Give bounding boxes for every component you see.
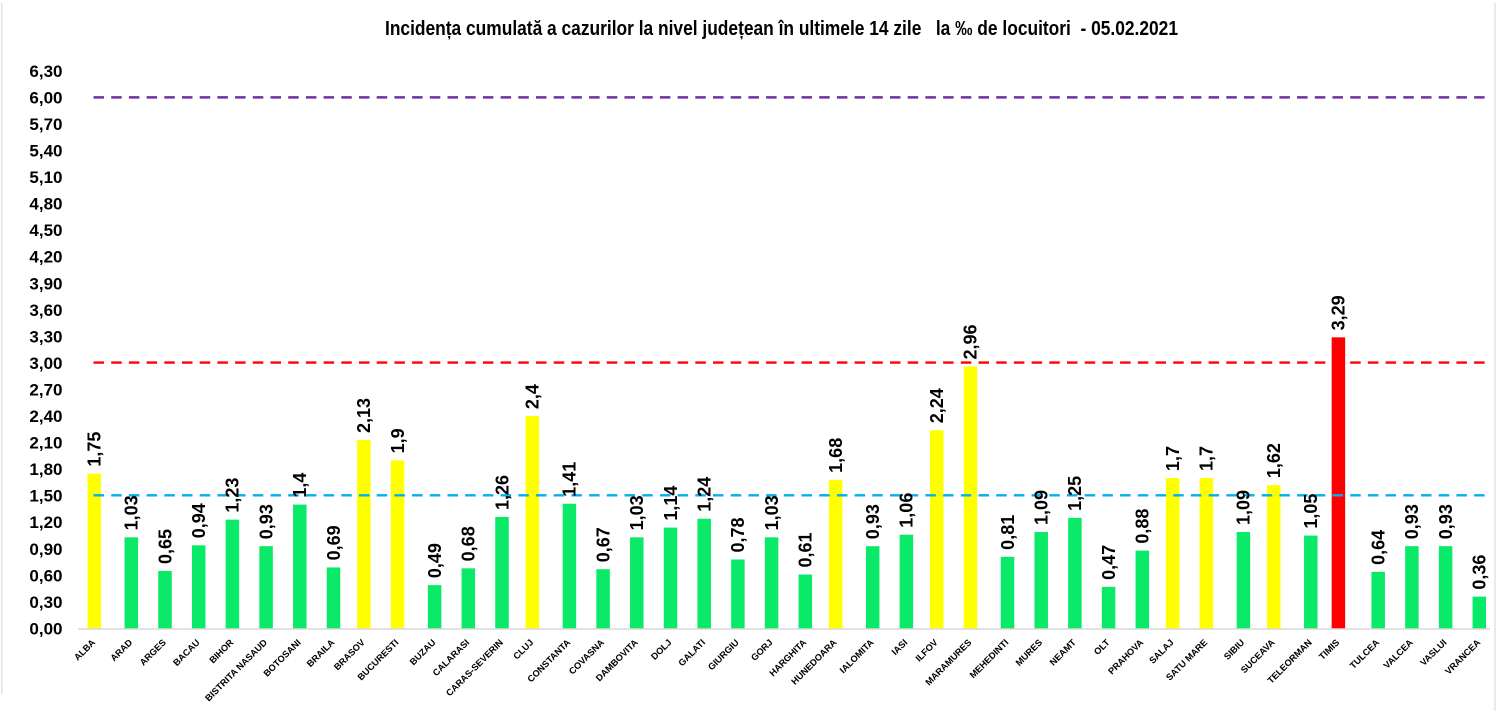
svg-text:1,03: 1,03 — [122, 495, 142, 530]
svg-text:1,06: 1,06 — [897, 493, 917, 528]
svg-text:0,65: 0,65 — [155, 529, 175, 564]
svg-text:1,80: 1,80 — [29, 460, 62, 479]
svg-text:5,40: 5,40 — [29, 142, 62, 161]
svg-text:Incidența cumulată a cazurilor: Incidența cumulată a cazurilor la nivel … — [385, 18, 1178, 40]
svg-text:1,14: 1,14 — [661, 486, 681, 521]
svg-text:0,47: 0,47 — [1099, 545, 1119, 580]
svg-text:1,26: 1,26 — [492, 475, 512, 510]
svg-text:1,7: 1,7 — [1197, 446, 1217, 471]
svg-text:0,00: 0,00 — [29, 619, 62, 638]
svg-text:2,40: 2,40 — [29, 407, 62, 426]
svg-text:3,30: 3,30 — [29, 327, 62, 346]
svg-text:1,9: 1,9 — [388, 428, 408, 453]
svg-text:1,4: 1,4 — [290, 473, 310, 498]
svg-text:0,61: 0,61 — [796, 532, 816, 567]
svg-text:1,7: 1,7 — [1163, 446, 1183, 471]
svg-text:2,4: 2,4 — [523, 384, 543, 409]
svg-text:1,41: 1,41 — [560, 462, 580, 497]
svg-text:1,03: 1,03 — [762, 495, 782, 530]
svg-text:1,23: 1,23 — [223, 478, 243, 513]
svg-text:0,93: 0,93 — [1436, 504, 1456, 539]
svg-text:2,13: 2,13 — [354, 398, 374, 433]
svg-text:4,80: 4,80 — [29, 195, 62, 214]
svg-text:2,70: 2,70 — [29, 380, 62, 399]
svg-text:1,75: 1,75 — [85, 432, 105, 467]
svg-text:4,20: 4,20 — [29, 248, 62, 267]
svg-text:0,30: 0,30 — [29, 593, 62, 612]
svg-text:1,03: 1,03 — [627, 495, 647, 530]
svg-text:0,94: 0,94 — [189, 503, 209, 538]
svg-text:0,93: 0,93 — [863, 504, 883, 539]
svg-text:3,90: 3,90 — [29, 274, 62, 293]
svg-text:1,20: 1,20 — [29, 513, 62, 532]
svg-text:5,70: 5,70 — [29, 115, 62, 134]
svg-text:0,93: 0,93 — [1402, 504, 1422, 539]
svg-text:6,30: 6,30 — [29, 62, 62, 81]
svg-text:0,49: 0,49 — [425, 543, 445, 578]
svg-text:3,00: 3,00 — [29, 354, 62, 373]
svg-text:0,93: 0,93 — [256, 504, 276, 539]
svg-text:5,10: 5,10 — [29, 168, 62, 187]
svg-text:0,78: 0,78 — [728, 517, 748, 552]
svg-text:0,60: 0,60 — [29, 566, 62, 585]
svg-text:2,96: 2,96 — [961, 324, 981, 359]
svg-text:1,05: 1,05 — [1301, 494, 1321, 529]
svg-text:0,36: 0,36 — [1470, 555, 1490, 590]
svg-text:3,29: 3,29 — [1329, 295, 1349, 330]
svg-text:0,81: 0,81 — [998, 515, 1018, 550]
svg-text:1,24: 1,24 — [695, 477, 715, 512]
svg-text:1,25: 1,25 — [1065, 476, 1085, 511]
svg-text:0,90: 0,90 — [29, 540, 62, 559]
svg-text:6,00: 6,00 — [29, 88, 62, 107]
svg-text:1,62: 1,62 — [1264, 443, 1284, 478]
svg-text:0,64: 0,64 — [1369, 530, 1389, 565]
svg-text:1,09: 1,09 — [1234, 490, 1254, 525]
svg-text:1,68: 1,68 — [826, 438, 846, 473]
svg-text:0,68: 0,68 — [459, 526, 479, 561]
svg-text:0,69: 0,69 — [324, 525, 344, 560]
svg-text:0,67: 0,67 — [593, 527, 613, 562]
svg-text:2,24: 2,24 — [927, 388, 947, 423]
svg-text:3,60: 3,60 — [29, 301, 62, 320]
svg-text:4,50: 4,50 — [29, 221, 62, 240]
svg-text:1,50: 1,50 — [29, 487, 62, 506]
svg-text:0,88: 0,88 — [1133, 509, 1153, 544]
svg-text:2,10: 2,10 — [29, 434, 62, 453]
svg-text:1,09: 1,09 — [1032, 490, 1052, 525]
